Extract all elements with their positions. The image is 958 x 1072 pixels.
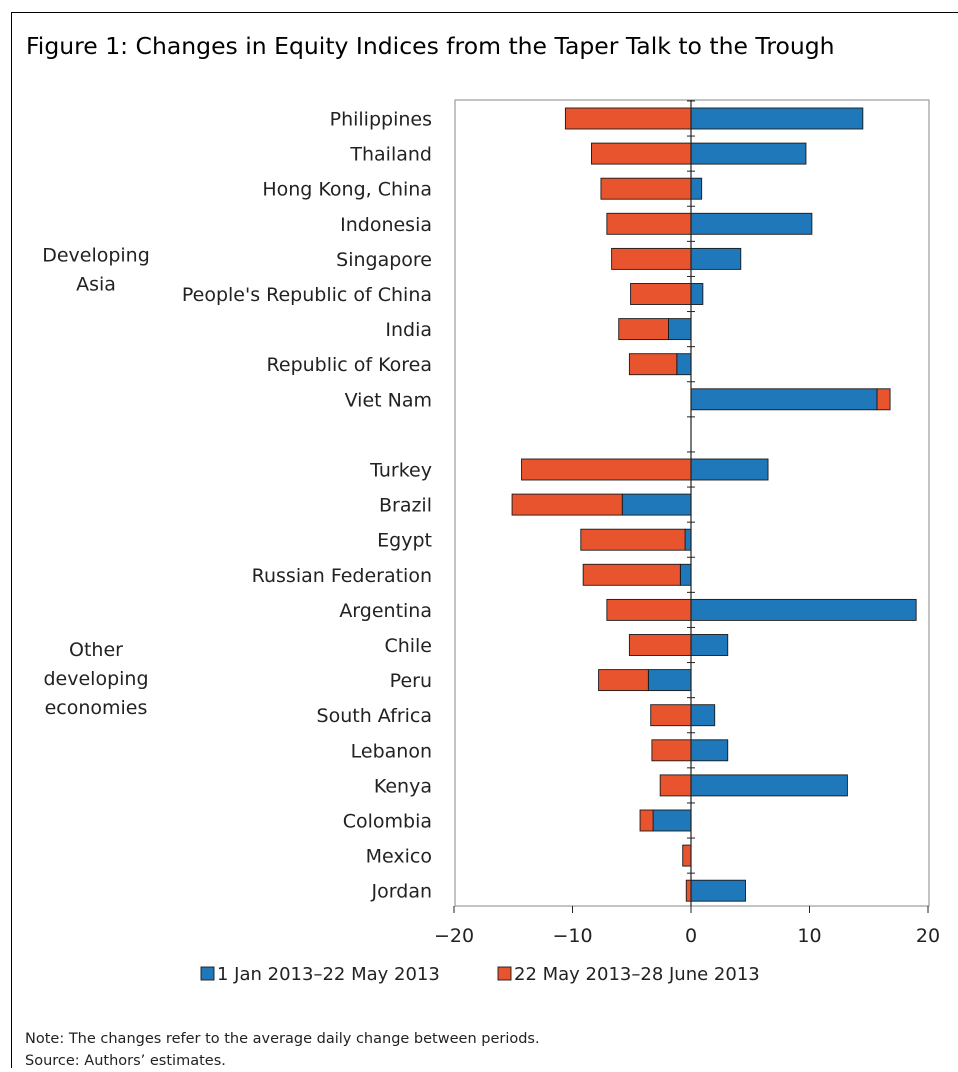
bar-series-1 [690, 634, 729, 656]
category-label: Kenya [374, 775, 432, 797]
bar-series-1 [690, 774, 848, 797]
bar-series-2 [606, 598, 692, 621]
legend-label: 22 May 2013–28 June 2013 [514, 964, 760, 985]
legend-swatch [497, 966, 512, 981]
category-label: Indonesia [340, 214, 432, 236]
figure-frame [11, 12, 958, 1068]
bar-series-1 [690, 388, 878, 411]
legend: 1 Jan 2013–22 May 2013 22 May 2013–28 Jun… [200, 964, 760, 985]
category-label: Philippines [330, 109, 432, 131]
x-axis: −20 −10 0 10 20 [434, 100, 940, 947]
bar-series-2 [618, 318, 669, 341]
bars-layer [511, 107, 917, 902]
x-tick-label: −10 [552, 925, 592, 947]
bar-series-2 [628, 634, 692, 656]
chart-title: Figure 1: Changes in Equity Indices from… [26, 32, 835, 60]
group-labels: Developing Asia Other developing economies [42, 245, 150, 720]
bar-series-2 [591, 142, 692, 165]
plot-area [454, 99, 930, 907]
bar-series-2 [582, 563, 681, 586]
legend-label: 1 Jan 2013–22 May 2013 [217, 964, 440, 985]
bar-series-1 [690, 283, 704, 305]
note-text: Note: The changes refer to the average d… [25, 1031, 540, 1047]
group-label: Other developing economies [43, 639, 148, 719]
bar-series-2 [659, 774, 692, 797]
bar-series-1 [652, 809, 692, 832]
bar-series-2 [564, 107, 692, 130]
bar-series-2 [639, 809, 654, 832]
bar-series-2 [598, 669, 649, 692]
bar-series-1 [690, 247, 742, 270]
category-label: Thailand [349, 144, 432, 166]
source-text: Source: Authors’ estimates. [25, 1053, 226, 1069]
bar-series-2 [580, 528, 686, 551]
bar-series-1 [690, 458, 769, 481]
bar-series-1 [676, 353, 692, 376]
category-label: Brazil [379, 495, 432, 517]
bar-series-1 [690, 879, 746, 902]
x-tick-label: −20 [434, 925, 474, 947]
category-label: Lebanon [351, 740, 432, 762]
bar-series-1 [690, 177, 703, 200]
bar-series-2 [511, 493, 623, 516]
bar-series-1 [690, 107, 864, 130]
category-label: Egypt [377, 530, 432, 552]
category-label: Peru [390, 670, 432, 692]
category-label: Hong Kong, China [262, 179, 432, 201]
x-tick-label: 10 [797, 925, 821, 947]
category-label: Jordan [371, 881, 432, 903]
category-label: South Africa [317, 705, 432, 727]
bar-series-1 [690, 598, 917, 621]
legend-swatch [200, 966, 215, 981]
category-label: Russian Federation [252, 565, 432, 587]
group-label: Developing Asia [42, 245, 150, 296]
category-label: Chile [384, 635, 432, 657]
bar-series-2 [628, 353, 678, 376]
bar-series-1 [690, 212, 813, 235]
category-label: Colombia [343, 811, 432, 833]
bar-series-1 [647, 669, 692, 692]
bar-series-2 [685, 879, 692, 902]
category-label: Mexico [366, 846, 432, 868]
category-label: Turkey [369, 460, 432, 482]
category-label: People's Republic of China [182, 284, 432, 306]
bar-series-1 [690, 142, 807, 165]
bar-series-2 [600, 177, 692, 200]
x-tick-label: 20 [916, 925, 940, 947]
bar-series-1 [621, 493, 692, 516]
bar-series-2 [682, 844, 692, 867]
bar-series-1 [690, 739, 729, 762]
bar-series-2 [611, 247, 692, 270]
x-tick-label: 0 [685, 925, 697, 947]
category-labels: Philippines Thailand Hong Kong, China Indon… [182, 109, 432, 903]
bar-series-2 [651, 739, 692, 762]
category-label: India [385, 319, 432, 341]
category-label: Singapore [336, 249, 432, 271]
category-label: Viet Nam [345, 389, 432, 411]
chart-notes: Note: The changes refer to the average d… [25, 1028, 540, 1072]
bar-series-2 [650, 704, 692, 727]
bar-series-1 [684, 528, 692, 551]
bar-series-2 [876, 388, 891, 411]
bar-series-1 [690, 704, 716, 727]
bar-series-1 [679, 563, 692, 586]
bar-series-2 [521, 458, 692, 481]
category-label: Republic of Korea [267, 354, 432, 376]
bar-series-2 [606, 212, 692, 235]
bar-series-1 [668, 318, 692, 341]
bar-series-2 [630, 283, 692, 305]
category-label: Argentina [339, 600, 432, 622]
